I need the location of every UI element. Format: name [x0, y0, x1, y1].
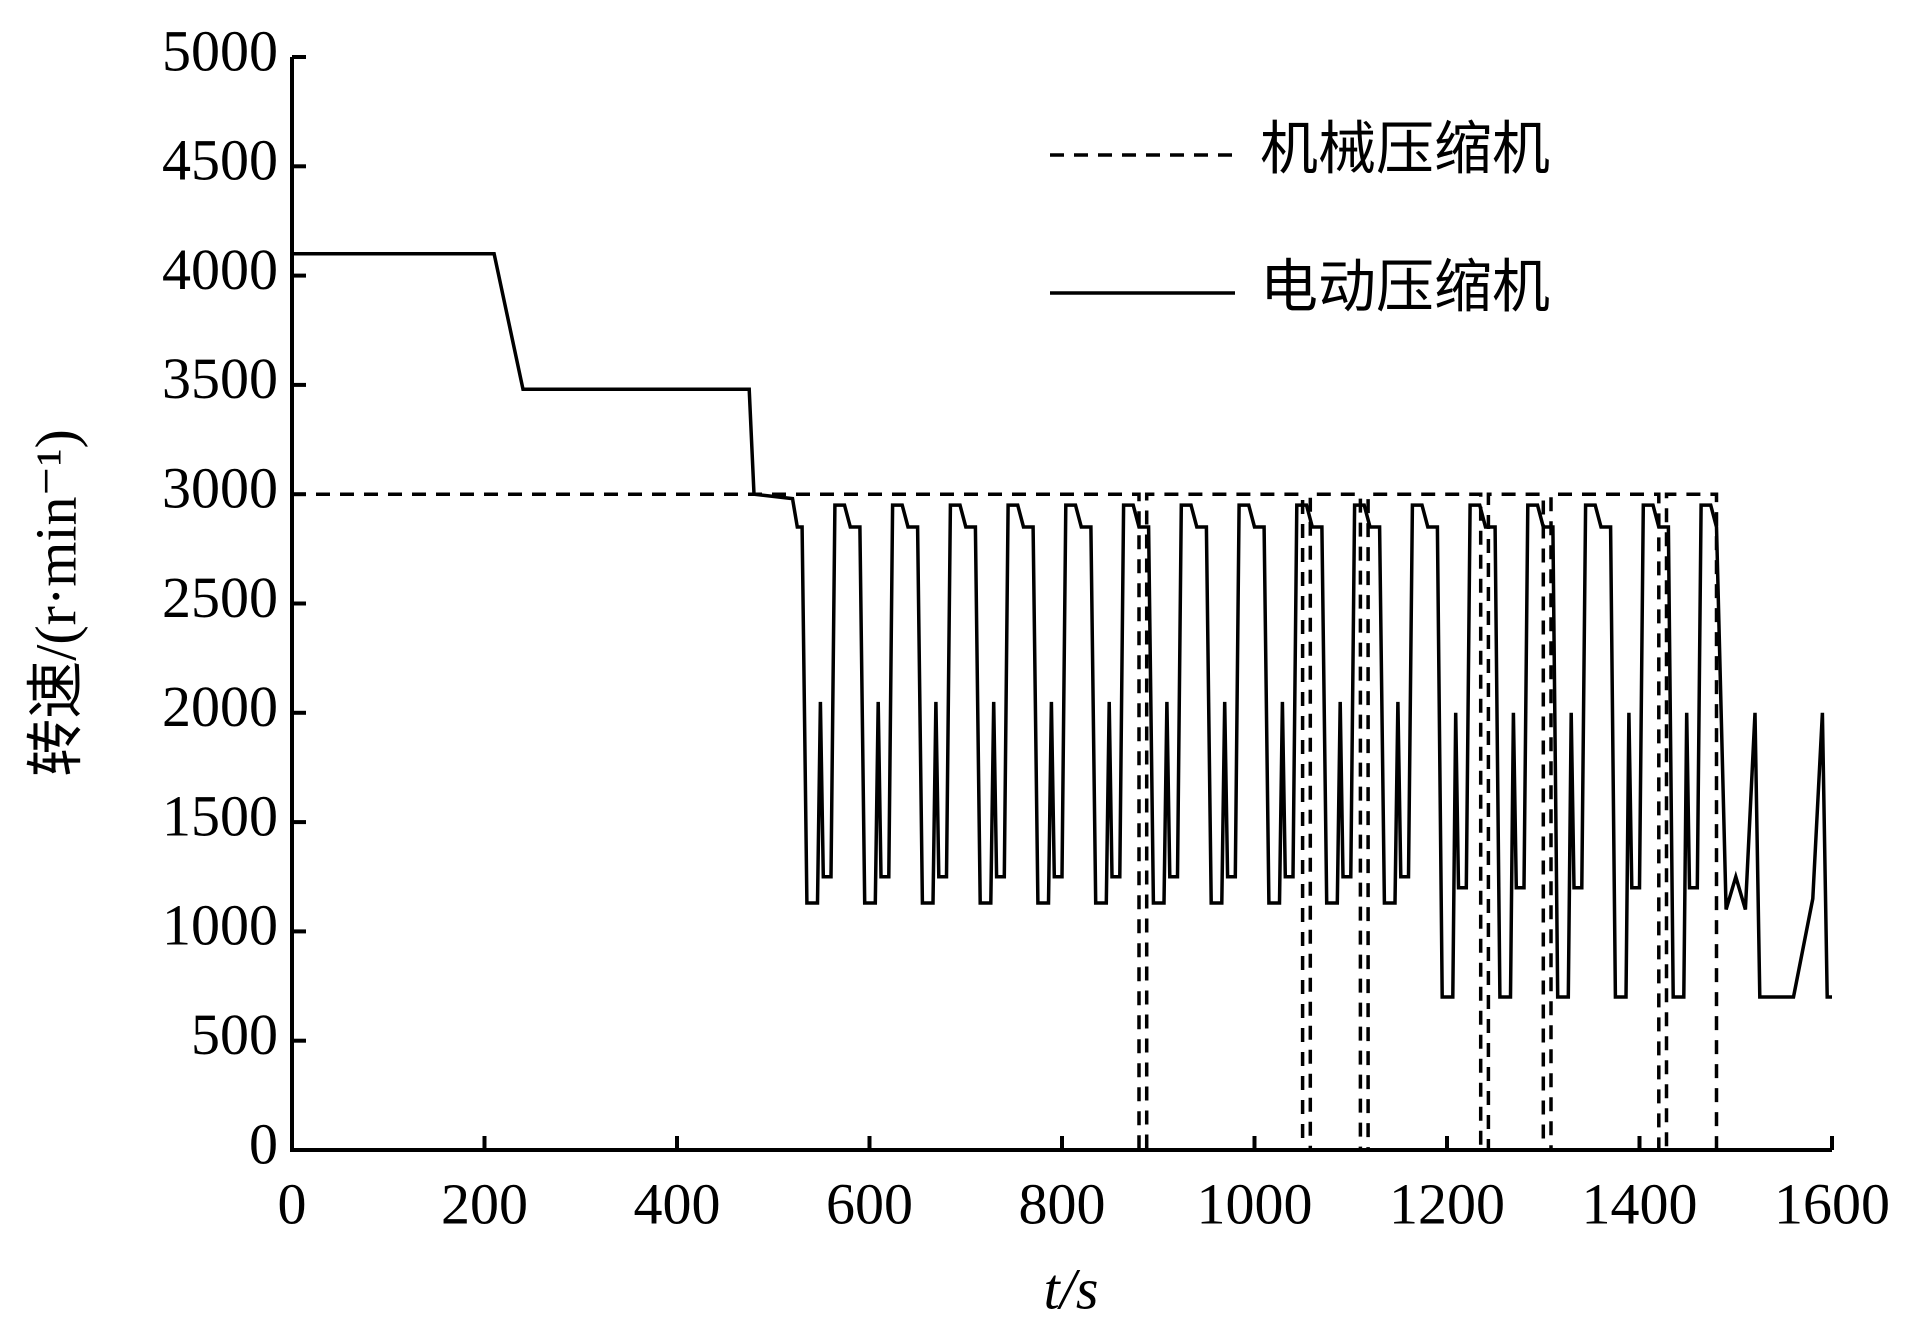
y-tick-label: 3000 [162, 456, 278, 521]
x-axis-label: t/s [1044, 1256, 1099, 1321]
y-tick-label: 2500 [162, 565, 278, 630]
series-line [292, 251, 1832, 999]
y-tick-label: 5000 [162, 18, 278, 83]
x-tick-label: 600 [826, 1171, 913, 1236]
x-tick-label: 1400 [1582, 1171, 1698, 1236]
y-tick-label: 3500 [162, 346, 278, 411]
axes [290, 57, 1832, 1152]
x-tick-label: 1600 [1774, 1171, 1890, 1236]
y-tick-label: 4000 [162, 237, 278, 302]
y-tick-label: 4500 [162, 128, 278, 193]
legend-label: 电动压缩机 [1260, 254, 1550, 319]
x-tick-label: 0 [278, 1171, 307, 1236]
x-tick-label: 1200 [1389, 1171, 1505, 1236]
x-tick-label: 200 [441, 1171, 528, 1236]
x-tick-label: 1000 [1197, 1171, 1313, 1236]
y-axis-label: 转速/(r·min⁻¹) [23, 429, 88, 777]
x-tick-label: 800 [1019, 1171, 1106, 1236]
y-tick-label: 500 [191, 1002, 278, 1067]
series-line [292, 492, 1832, 1152]
y-tick-label: 1500 [162, 783, 278, 848]
legend-label: 机械压缩机 [1260, 116, 1550, 181]
y-tick-label: 2000 [162, 674, 278, 739]
y-tick-label: 1000 [162, 893, 278, 958]
y-tick-label: 0 [249, 1111, 278, 1176]
x-tick-label: 400 [634, 1171, 721, 1236]
